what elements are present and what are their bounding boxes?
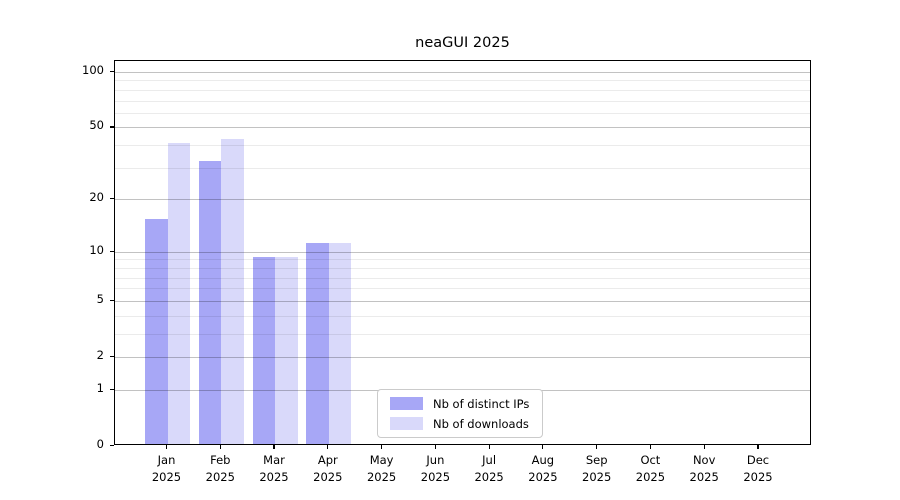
y-tick-label: 100: [82, 63, 104, 77]
bar-downloads-mar: [275, 257, 298, 444]
x-tick-label-dec: Dec 2025: [743, 453, 773, 484]
x-tick-label-sep: Sep 2025: [582, 453, 612, 484]
legend-item-distinct-ips: Nb of distinct IPs: [390, 397, 534, 411]
minor-gridline: [115, 100, 810, 102]
x-tick-mark: [542, 445, 544, 449]
x-tick-mark: [596, 445, 598, 449]
x-tick-mark: [327, 445, 329, 449]
legend-swatch-downloads: [390, 417, 423, 430]
x-tick-label-jul: Jul 2025: [474, 453, 504, 484]
x-tick-label-nov: Nov 2025: [689, 453, 719, 484]
bar-ips-mar: [252, 257, 276, 444]
x-tick-label-jan: Jan 2025: [151, 453, 182, 484]
minor-gridline: [115, 89, 810, 91]
bar-ips-jan: [145, 219, 168, 444]
x-tick-mark: [434, 445, 436, 449]
x-tick-label-apr: Apr 2025: [313, 453, 343, 484]
minor-gridline: [115, 80, 810, 82]
y-tick-label: 2: [96, 348, 104, 362]
x-tick-mark: [273, 445, 275, 449]
y-tick-label: 50: [89, 118, 104, 133]
y-tick-mark: [110, 299, 114, 301]
y-tick-mark: [110, 126, 114, 128]
y-tick-mark: [110, 356, 114, 358]
x-tick-mark: [219, 445, 221, 449]
x-tick-mark: [649, 445, 651, 449]
plot-area: [114, 60, 811, 445]
x-tick-label-mar: Mar 2025: [259, 453, 289, 484]
minor-gridline: [115, 112, 810, 114]
x-tick-label-aug: Aug 2025: [528, 453, 558, 484]
y-tick-label: 1: [96, 380, 104, 395]
x-tick-mark: [757, 445, 759, 449]
x-tick-label-jun: Jun 2025: [420, 453, 451, 484]
major-gridline: [115, 127, 810, 129]
chart-title: neaGUI 2025: [415, 35, 510, 51]
y-tick-mark: [110, 445, 114, 447]
x-tick-label-may: May 2025: [366, 453, 397, 484]
major-gridline: [115, 72, 810, 73]
bar-downloads-apr: [328, 242, 352, 444]
bar-ips-apr: [306, 242, 329, 444]
y-tick-label: 5: [96, 291, 104, 306]
bar-downloads-jan: [167, 143, 190, 444]
y-tick-label: 10: [89, 242, 104, 257]
legend-item-downloads: Nb of downloads: [390, 417, 534, 431]
y-tick-label: 0: [96, 437, 104, 451]
x-tick-label-feb: Feb 2025: [205, 453, 235, 484]
legend-label-downloads: Nb of downloads: [433, 416, 529, 431]
y-tick-mark: [110, 388, 114, 390]
bar-ips-feb: [198, 160, 222, 444]
minor-gridline: [115, 145, 810, 147]
y-tick-label: 20: [89, 190, 104, 205]
x-tick-mark: [703, 445, 705, 449]
legend: Nb of distinct IPs Nb of downloads: [377, 389, 543, 438]
x-tick-mark: [381, 445, 383, 449]
y-tick-mark: [110, 198, 114, 200]
x-tick-mark: [165, 445, 168, 449]
legend-swatch-distinct-ips: [390, 397, 423, 410]
legend-label-distinct-ips: Nb of distinct IPs: [433, 396, 530, 411]
y-tick-mark: [110, 250, 114, 252]
y-tick-mark: [110, 71, 114, 73]
x-tick-mark: [488, 445, 490, 449]
bar-downloads-feb: [221, 139, 244, 444]
x-tick-label-oct: Oct 2025: [635, 453, 666, 484]
